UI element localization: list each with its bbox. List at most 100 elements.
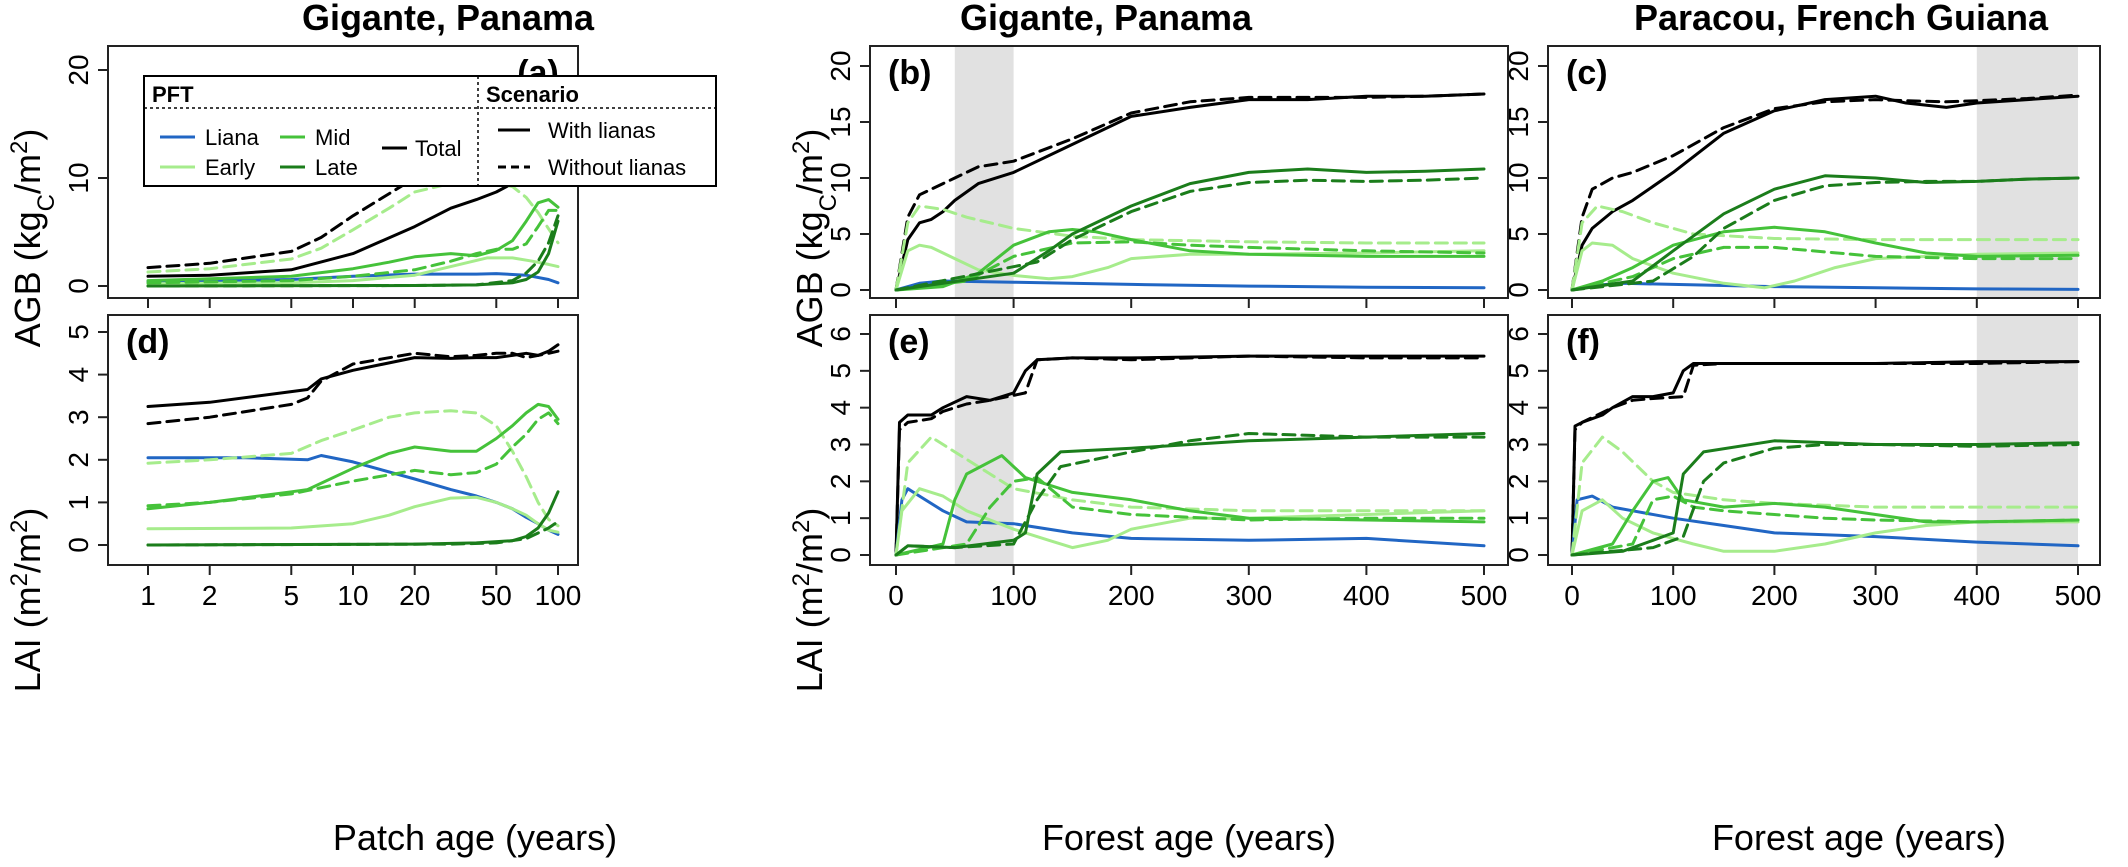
plot-frame (1547, 45, 2101, 299)
y-tick-label: 6 (825, 326, 856, 342)
y-tick-label: 0 (825, 282, 856, 298)
series-mid-with (146, 198, 560, 283)
series-late-with (894, 167, 1486, 292)
series-early-with (146, 495, 560, 534)
y-tick-label: 0 (1503, 282, 1534, 298)
x-tick-label: 100 (1650, 580, 1697, 611)
series-total-without (146, 349, 560, 426)
y-tick-label: 15 (825, 106, 856, 137)
y-tick-label: 20 (825, 50, 856, 81)
series-late-with (146, 490, 560, 547)
panel-f: 0 1 2 3 4 5 6 0 100 200 300 400 500 (f) (1503, 314, 2102, 611)
shaded-window (954, 47, 1014, 297)
y-tick-label: 2 (1503, 474, 1534, 490)
y-tick-label: 20 (1503, 50, 1534, 81)
series-mid-without (146, 208, 560, 285)
y-tick-label: 5 (1503, 226, 1534, 242)
legend-late-label: Late (315, 155, 358, 180)
y-tick-label: 3 (1503, 437, 1534, 453)
series-mid-without (1570, 494, 2080, 557)
x-tick-label: 50 (481, 580, 512, 611)
x-tick-label: 200 (1108, 580, 1155, 611)
series-late-without (1570, 443, 2080, 557)
series-late-with (894, 432, 1486, 557)
xlabel-e: Forest age (years) (1042, 817, 1336, 858)
y-tick-label: 2 (825, 474, 856, 490)
y-tick-label: 10 (1503, 162, 1534, 193)
x-tick-label: 500 (2055, 580, 2102, 611)
y-tick-label: 1 (1503, 510, 1534, 526)
column-title-2: Gigante, Panama (960, 0, 1253, 38)
ylabel-lai-e: LAI (m2/m2) (788, 508, 831, 693)
panel-d: 0 1 2 3 4 5 1 2 5 10 20 50 100 (d) (63, 314, 582, 611)
series-liana-with (894, 487, 1486, 557)
x-tick-label: 300 (1225, 580, 1272, 611)
x-tick-label: 300 (1852, 580, 1899, 611)
series-late-without (894, 432, 1486, 557)
legend-scenario-title: Scenario (486, 82, 579, 107)
series-liana-with (894, 279, 1486, 292)
y-tick-label: 0 (63, 537, 94, 553)
series-early-with (1570, 241, 2080, 292)
series-mid-with (146, 402, 560, 511)
x-tick-label: 10 (337, 580, 368, 611)
series-total-with (1570, 94, 2080, 292)
y-tick-label: 1 (63, 495, 94, 511)
series-early-without (146, 181, 560, 274)
panel-c: 0 5 10 15 20 (c) (1503, 45, 2101, 308)
legend: PFT Scenario Liana Mid Early Late Total … (143, 75, 717, 187)
legend-total-label: Total (415, 136, 461, 161)
x-tick-label: 200 (1751, 580, 1798, 611)
series-mid-with (1570, 225, 2080, 292)
y-tick-label: 20 (63, 54, 94, 85)
y-tick-label: 15 (1503, 106, 1534, 137)
y-tick-label: 3 (63, 409, 94, 425)
series-early-without (894, 435, 1486, 557)
y-tick-label: 1 (825, 510, 856, 526)
xlabel-f: Forest age (years) (1712, 817, 2006, 858)
shaded-window (1976, 316, 2078, 564)
panel-e: 0 1 2 3 4 5 6 0 100 200 300 400 500 (e) (825, 314, 1509, 611)
y-tick-label: 5 (825, 226, 856, 242)
y-tick-label: 0 (825, 547, 856, 563)
x-tick-label: 0 (1564, 580, 1580, 611)
y-tick-label: 2 (63, 452, 94, 468)
column-title-3: Paracou, French Guiana (1634, 0, 2049, 38)
x-tick-label: 500 (1461, 580, 1508, 611)
legend-box (143, 75, 717, 187)
x-tick-label: 2 (202, 580, 218, 611)
x-tick-label: 400 (1953, 580, 2000, 611)
x-tick-label: 5 (283, 580, 299, 611)
plot-frame (1547, 314, 2101, 566)
series-total-without (894, 354, 1486, 557)
series-late-without (146, 214, 560, 288)
x-tick-label: 100 (535, 580, 582, 611)
legend-with-label: With lianas (548, 118, 656, 143)
y-tick-label: 0 (1503, 547, 1534, 563)
panel-b: 0 5 10 15 20 (b) (825, 45, 1509, 308)
y-tick-label: 10 (63, 162, 94, 193)
panel-letter: (f) (1566, 323, 1600, 361)
ylabel-agb-a: AGB (kgC/m2) (6, 129, 60, 348)
series-total-without (1570, 93, 2080, 292)
series-late-without (894, 176, 1486, 292)
y-tick-label: 4 (63, 367, 94, 383)
y-tick-label: 0 (63, 278, 94, 294)
xlabel-d: Patch age (years) (333, 817, 617, 858)
series-mid-without (146, 411, 560, 508)
y-tick-label: 6 (1503, 326, 1534, 342)
plot-frame (869, 314, 1509, 566)
panel-letter: (d) (126, 323, 169, 361)
series-total-without (1570, 360, 2080, 557)
y-tick-label: 5 (63, 324, 94, 340)
panel-letter: (b) (888, 54, 931, 92)
y-tick-label: 5 (825, 363, 856, 379)
legend-mid-label: Mid (315, 125, 350, 150)
x-tick-label: 400 (1343, 580, 1390, 611)
series-early-with (1570, 498, 2080, 557)
y-tick-label: 10 (825, 162, 856, 193)
y-tick-label: 4 (1503, 400, 1534, 416)
legend-early-label: Early (205, 155, 255, 180)
series-total-without (894, 92, 1486, 292)
